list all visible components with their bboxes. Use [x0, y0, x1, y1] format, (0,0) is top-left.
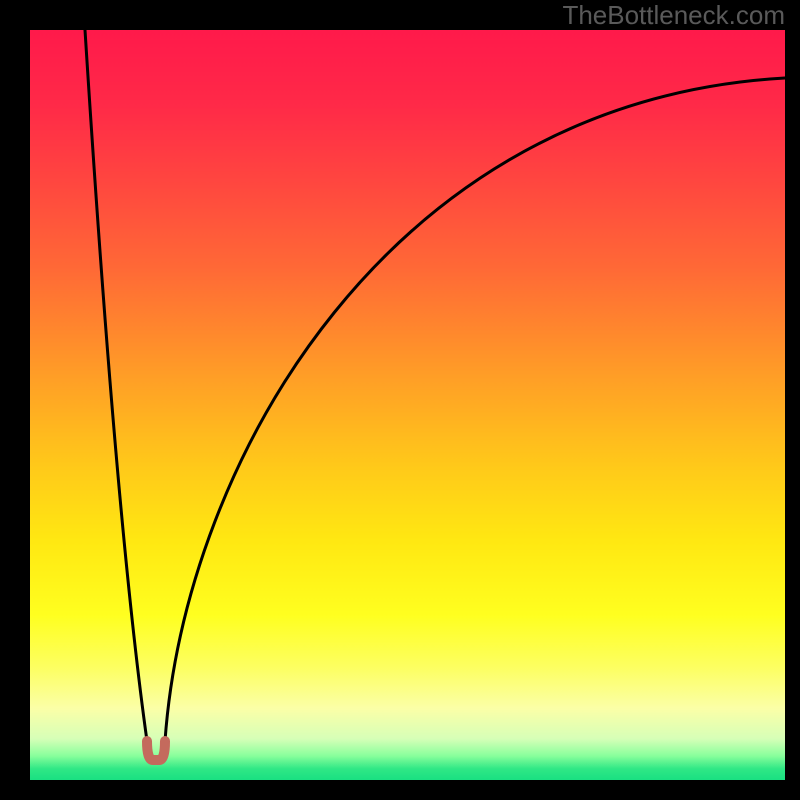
gradient-plot-area	[30, 30, 785, 780]
watermark-text: TheBottleneck.com	[562, 0, 785, 31]
chart-stage: TheBottleneck.com	[0, 0, 800, 800]
